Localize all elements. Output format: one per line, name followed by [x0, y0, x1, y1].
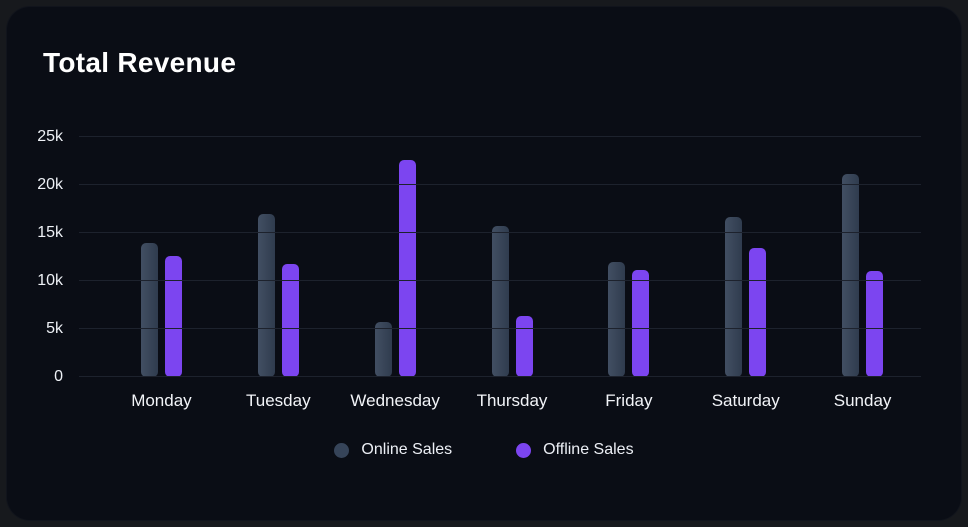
x-tick-label-saturday: Saturday	[711, 391, 780, 410]
bar-offline-wednesday	[398, 160, 416, 377]
plot-area	[79, 136, 921, 377]
bar-online-friday	[608, 261, 626, 377]
x-tick-label-thursday: Thursday	[476, 391, 548, 410]
bar-offline-tuesday	[281, 263, 299, 377]
gridline	[79, 328, 921, 329]
y-tick-label: 15k	[37, 224, 63, 241]
legend-label-online: Online Sales	[361, 441, 453, 458]
chart-title: Total Revenue	[43, 47, 237, 78]
y-tick-label: 0	[54, 368, 63, 385]
bar-offline-sunday	[866, 271, 884, 377]
bar-online-saturday	[725, 216, 743, 377]
legend-dot-online	[334, 442, 350, 458]
bar-offline-monday	[164, 256, 182, 377]
x-tick-label-wednesday: Wednesday	[350, 391, 440, 410]
y-axis: 0 5k 10k 15k 20k 25k	[7, 128, 79, 385]
y-tick-label: 25k	[37, 128, 63, 145]
x-tick-label-friday: Friday	[605, 391, 653, 410]
bar-group-sunday	[804, 137, 921, 377]
bar-group-wednesday	[337, 137, 454, 377]
bar-online-wednesday	[374, 322, 392, 377]
bar-chart: 0 5k 10k 15k 20k 25k	[7, 128, 921, 385]
x-tick-label-tuesday: Tuesday	[246, 391, 311, 410]
bar-offline-saturday	[749, 248, 767, 377]
bar-group-friday	[570, 137, 687, 377]
gridline	[79, 376, 921, 377]
gridline	[79, 184, 921, 185]
bar-online-sunday	[842, 174, 860, 377]
bar-offline-friday	[632, 270, 650, 377]
x-tick-label-sunday: Sunday	[833, 391, 892, 410]
y-tick-label: 10k	[37, 272, 63, 289]
legend: Online Sales Offline Sales	[7, 441, 961, 459]
legend-item-offline: Offline Sales	[516, 441, 634, 459]
legend-label-offline: Offline Sales	[543, 441, 634, 458]
gridline	[79, 232, 921, 233]
bar-groups	[79, 137, 921, 377]
y-tick-label: 20k	[37, 176, 63, 193]
bar-group-thursday	[454, 137, 571, 377]
x-tick-label-monday: Monday	[131, 391, 192, 410]
revenue-card: Total Revenue 0 5k 10k 15k 20k 25k Monday Tues…	[6, 6, 962, 521]
legend-dot-offline	[516, 442, 532, 458]
legend-item-online: Online Sales	[334, 441, 452, 459]
bar-group-saturday	[687, 137, 804, 377]
y-tick-label: 5k	[46, 320, 63, 337]
bar-group-monday	[103, 137, 220, 377]
bar-group-tuesday	[220, 137, 337, 377]
bar-offline-thursday	[515, 315, 533, 377]
gridline	[79, 136, 921, 137]
bar-online-tuesday	[257, 213, 275, 377]
bar-online-thursday	[491, 226, 509, 377]
gridline	[79, 280, 921, 281]
bar-online-monday	[140, 242, 158, 377]
x-axis: Monday Tuesday Wednesday Thursday Friday Satu…	[79, 391, 921, 411]
